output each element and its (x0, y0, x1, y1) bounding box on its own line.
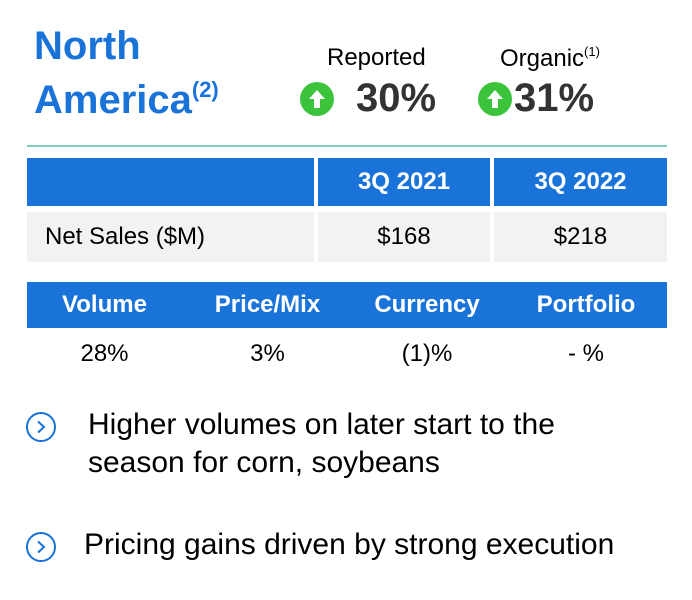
drivers-header-currency: Currency (374, 291, 480, 318)
sales-header-3q2022: 3Q 2022 (494, 158, 667, 206)
organic-label: Organic(1) (500, 44, 600, 72)
reported-metric: 30% (300, 76, 436, 121)
region-title: North America(2) (34, 24, 219, 122)
sales-header-3q2021: 3Q 2021 (318, 158, 490, 206)
drivers-header-bar (27, 282, 667, 328)
arrow-up-icon (300, 81, 334, 116)
drivers-header-portfolio: Portfolio (536, 291, 636, 318)
net-sales-label: Net Sales ($M) (27, 212, 314, 262)
driver-volume-value: 28% (80, 340, 129, 367)
bullet-text: Higher volumes on later start to the sea… (88, 408, 555, 479)
organic-footnote: (1) (584, 44, 600, 59)
reported-value: 30% (356, 76, 437, 120)
driver-price-mix-value: 3% (250, 340, 285, 367)
drivers-header-price-mix: Price/Mix (214, 291, 321, 318)
driver-currency-value: (1)% (401, 340, 453, 367)
organic-value: 31% (514, 76, 595, 120)
chevron-right-circle-icon (26, 412, 56, 442)
bullet-item: Pricing gains driven by strong execution (26, 526, 684, 564)
organic-metric: 31% (478, 76, 594, 121)
net-sales-2021: $168 (318, 212, 490, 262)
bullet-text: Pricing gains driven by strong execution (84, 528, 615, 561)
section-divider (27, 145, 667, 147)
sales-header-empty (27, 158, 314, 206)
chevron-right-circle-icon (26, 532, 56, 562)
driver-portfolio-value: - % (568, 340, 604, 367)
arrow-up-icon (478, 81, 512, 116)
region-title-line2: America(2) (34, 77, 219, 122)
drivers-header-volume: Volume (62, 291, 147, 318)
bullet-item: Higher volumes on later start to the sea… (26, 406, 608, 482)
title-footnote: (2) (191, 77, 219, 102)
reported-label: Reported (327, 44, 426, 71)
region-title-line1: North (34, 24, 141, 68)
net-sales-2022: $218 (494, 212, 667, 262)
